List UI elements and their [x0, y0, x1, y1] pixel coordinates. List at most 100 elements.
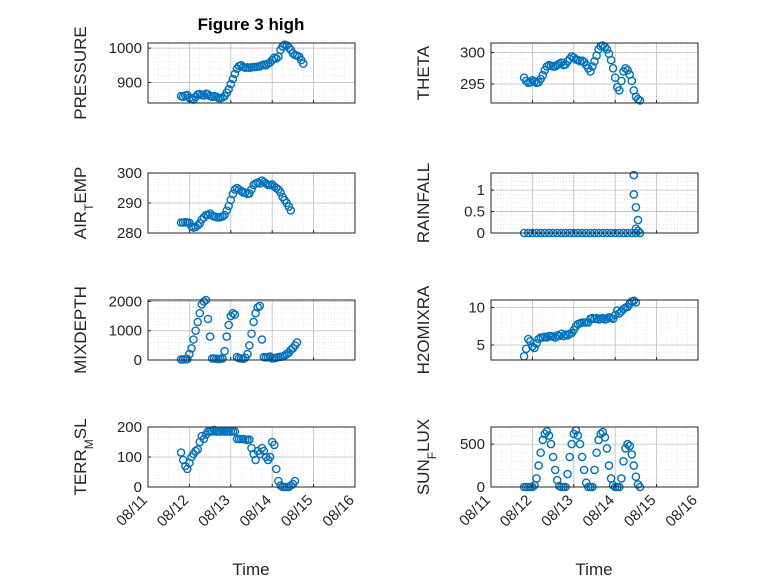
y-tick-label: 100	[117, 449, 142, 466]
data-point	[586, 67, 595, 76]
data-point	[245, 435, 254, 444]
x-tick-label: 08/15	[621, 492, 660, 531]
data-point	[629, 190, 639, 199]
figure-title: Figure 3 high	[198, 15, 305, 34]
data-point	[230, 310, 240, 319]
data-point	[230, 69, 240, 79]
data-point	[247, 329, 256, 339]
subplot-h2omixra: 5 10 H2OMIXRA	[414, 285, 699, 374]
data-point	[257, 335, 267, 344]
data-point	[629, 461, 639, 470]
x-tick-label: 08/14	[236, 492, 275, 531]
x-tick-label: 08/11	[456, 492, 494, 530]
y-axis-label-subscript: F	[425, 452, 439, 459]
data-point	[604, 461, 614, 470]
data-point	[276, 188, 285, 197]
data-point	[565, 54, 575, 64]
data-point	[247, 185, 256, 194]
subplot-air: 280 290 300 AIRTEMP	[71, 165, 356, 242]
data-point	[565, 452, 575, 462]
x-tick-label: 08/12	[154, 492, 193, 531]
data-point	[540, 429, 550, 439]
subplot-theta: 295 300 THETA	[414, 41, 699, 105]
y-axis-label-main: SUN	[414, 459, 433, 495]
x-axis-label-left: Time	[232, 560, 269, 579]
x-tick-label: 08/16	[319, 492, 358, 531]
data-point	[631, 472, 641, 482]
y-tick-label: 0	[477, 479, 485, 496]
data-point	[209, 425, 219, 435]
data-point	[631, 297, 641, 307]
data-point	[193, 221, 202, 230]
y-tick-label: 200	[117, 419, 142, 436]
y-tick-label: 1000	[109, 323, 142, 340]
data-point	[271, 54, 281, 63]
data-point	[251, 455, 260, 465]
axes-box	[490, 426, 699, 488]
y-axis-label-main: AIR	[71, 211, 90, 239]
data-point	[191, 446, 200, 456]
data-point	[557, 329, 566, 339]
y-axis-label: SUNFLUX	[414, 419, 439, 495]
data-point	[592, 448, 601, 458]
data-point	[615, 86, 624, 95]
x-axis-label-right: Time	[575, 560, 612, 579]
y-tick-label: 0	[134, 479, 142, 496]
data-point	[189, 335, 198, 344]
data-point	[629, 170, 639, 180]
data-point	[222, 332, 231, 341]
data-point	[290, 476, 300, 486]
data-point	[193, 317, 202, 327]
data-point	[205, 332, 215, 341]
data-point	[598, 427, 608, 437]
data-point	[271, 464, 281, 474]
data-point	[274, 476, 283, 486]
x-tick-label: 08/12	[497, 492, 536, 531]
data-point	[544, 431, 554, 440]
data-point	[563, 469, 572, 479]
y-tick-label: 0	[134, 352, 142, 369]
data-point	[524, 334, 533, 344]
data-point	[199, 91, 209, 100]
data-point	[521, 76, 531, 86]
data-point	[573, 431, 583, 440]
y-axis-label: TERRMSL	[71, 418, 96, 495]
data-point	[542, 426, 552, 436]
data-point	[255, 301, 265, 311]
data-point	[635, 96, 645, 105]
data-point	[579, 465, 589, 475]
y-axis-label-rest: LUX	[414, 419, 433, 452]
data-point	[536, 448, 546, 458]
data-point	[276, 481, 285, 490]
data-point	[619, 304, 628, 314]
subplot-sun: 0 500 08/11 08/12 08/13 08/14 08/15 08/16 SUNFLU…	[414, 419, 701, 531]
data-point	[563, 57, 572, 66]
data-point	[249, 317, 258, 327]
data-point	[182, 354, 192, 364]
y-axis-label: RAINFALL	[414, 163, 433, 243]
data-point	[602, 314, 612, 324]
data-point	[224, 85, 233, 94]
data-point	[261, 179, 271, 188]
data-point	[199, 297, 209, 306]
y-axis-label-subscript: M	[82, 439, 96, 449]
data-point	[220, 210, 229, 220]
data-point	[218, 93, 227, 102]
data-point	[203, 314, 213, 324]
y-tick-label: 900	[117, 74, 142, 91]
x-tick-label: 08/16	[662, 492, 701, 531]
data-point	[557, 58, 566, 67]
data-point	[550, 333, 560, 342]
data-point	[187, 343, 196, 353]
data-point	[199, 434, 209, 444]
data-point	[621, 444, 630, 453]
data-point	[532, 339, 541, 348]
y-axis-label-rest: SL	[71, 418, 90, 439]
data-point	[592, 313, 601, 323]
data-point	[298, 59, 308, 68]
data-point	[608, 64, 618, 73]
data-point	[623, 439, 632, 449]
y-axis-label: THETA	[414, 45, 433, 100]
data-point	[542, 333, 552, 342]
